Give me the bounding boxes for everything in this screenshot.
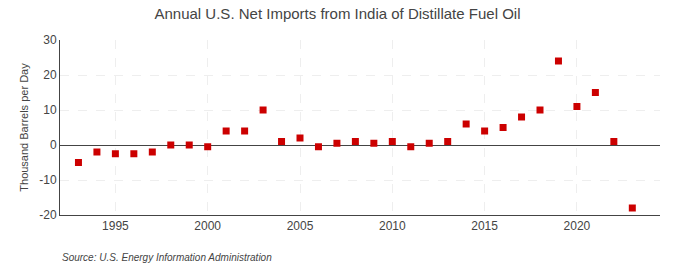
svg-text:1995: 1995	[102, 219, 129, 233]
svg-text:2010: 2010	[379, 219, 406, 233]
svg-text:2000: 2000	[194, 219, 221, 233]
svg-text:-10: -10	[39, 173, 57, 187]
svg-text:2015: 2015	[471, 219, 498, 233]
svg-text:2005: 2005	[287, 219, 314, 233]
svg-text:0: 0	[50, 138, 57, 152]
svg-text:2020: 2020	[564, 219, 591, 233]
svg-text:10: 10	[43, 103, 57, 117]
svg-text:Annual U.S. Net Imports from I: Annual U.S. Net Imports from India of Di…	[155, 5, 521, 22]
svg-text:20: 20	[43, 68, 57, 82]
svg-text:30: 30	[43, 33, 57, 47]
svg-text:-20: -20	[39, 208, 57, 222]
svg-text:Thousand Barrels per Day: Thousand Barrels per Day	[18, 63, 30, 192]
svg-text:Source: U.S. Energy Informatio: Source: U.S. Energy Information Administ…	[62, 252, 272, 263]
